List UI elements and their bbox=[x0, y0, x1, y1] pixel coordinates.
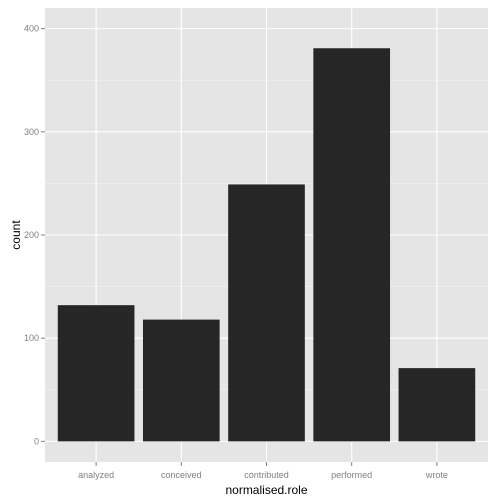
bar-analyzed bbox=[57, 305, 135, 442]
y-tick-label: 0 bbox=[34, 436, 39, 446]
bar-wrote bbox=[398, 368, 476, 442]
x-tick-label: wrote bbox=[425, 470, 448, 480]
x-tick-label: contributed bbox=[244, 470, 289, 480]
y-axis: 0 100 200 300 400 bbox=[24, 24, 45, 446]
x-tick-label: conceived bbox=[161, 470, 202, 480]
y-tick-label: 300 bbox=[24, 127, 39, 137]
bar-conceived bbox=[142, 319, 220, 442]
bars bbox=[57, 48, 476, 442]
x-tick-label: analyzed bbox=[78, 470, 114, 480]
y-tick-label: 100 bbox=[24, 333, 39, 343]
bar-contributed bbox=[228, 184, 305, 442]
y-tick-label: 200 bbox=[24, 230, 39, 240]
y-axis-title: count bbox=[9, 220, 23, 250]
bar-performed bbox=[313, 48, 391, 442]
x-axis-title: normalised.role bbox=[225, 483, 307, 497]
y-tick-label: 400 bbox=[24, 24, 39, 34]
x-tick-label: performed bbox=[331, 470, 372, 480]
x-axis: analyzed conceived contributed performed wro… bbox=[78, 462, 448, 480]
